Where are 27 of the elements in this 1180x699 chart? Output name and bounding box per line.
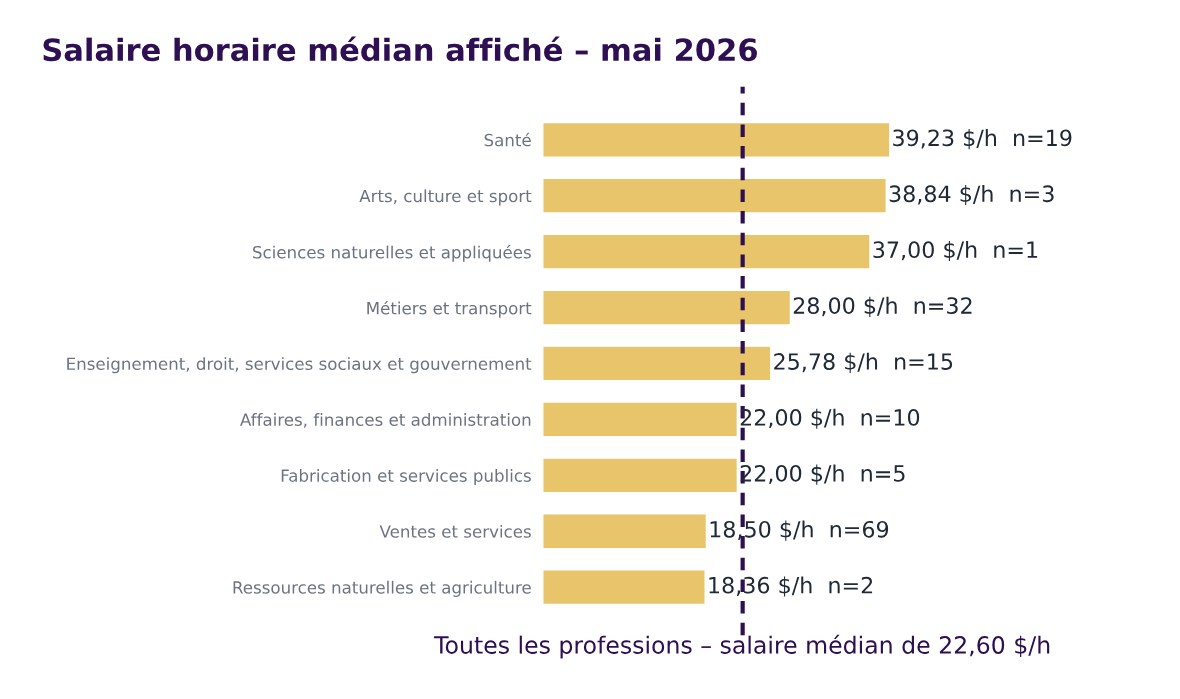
bar [542, 345, 772, 382]
bar [542, 177, 887, 214]
bar [542, 233, 871, 270]
y-tick-label: Sciences naturelles et appliquées [253, 244, 531, 262]
y-tick-label: Enseignement, droit, services sociaux et gouvernement [67, 357, 532, 374]
data-label: 25,78 $/h n=15 [774, 352, 953, 373]
y-tick-label: Métiers et transport [367, 300, 532, 318]
data-label: 28,00 $/h n=32 [793, 296, 972, 317]
y-tick-label: Arts, culture et sport [359, 189, 532, 206]
y-tick-label: Affaires, finances et administration [240, 413, 531, 428]
y-tick-label: Santé [484, 132, 531, 147]
data-label: 37,00 $/h n=1 [873, 240, 1038, 262]
data-label: 18,50 $/h n=69 [710, 520, 889, 541]
bar [542, 569, 706, 606]
bar [542, 121, 890, 158]
chart-title: Salaire horaire médian affiché – mai 2026 [43, 36, 757, 62]
bar [542, 401, 739, 438]
data-label: 39,23 $/h n=19 [893, 129, 1072, 150]
ref-line-label: Toutes les professions – salaire médian de 22,60 $/h [434, 634, 1050, 659]
y-tick-label: Ventes et services [379, 524, 531, 538]
y-tick-label: Ressources naturelles et agriculture [233, 580, 531, 597]
bar [542, 289, 792, 326]
data-label: 38,84 $/h n=3 [889, 184, 1054, 206]
bar [542, 457, 739, 494]
y-tick-label: Fabrication et services publics [281, 468, 531, 486]
bar [542, 513, 708, 550]
data-label: 22,00 $/h n=10 [740, 408, 920, 429]
